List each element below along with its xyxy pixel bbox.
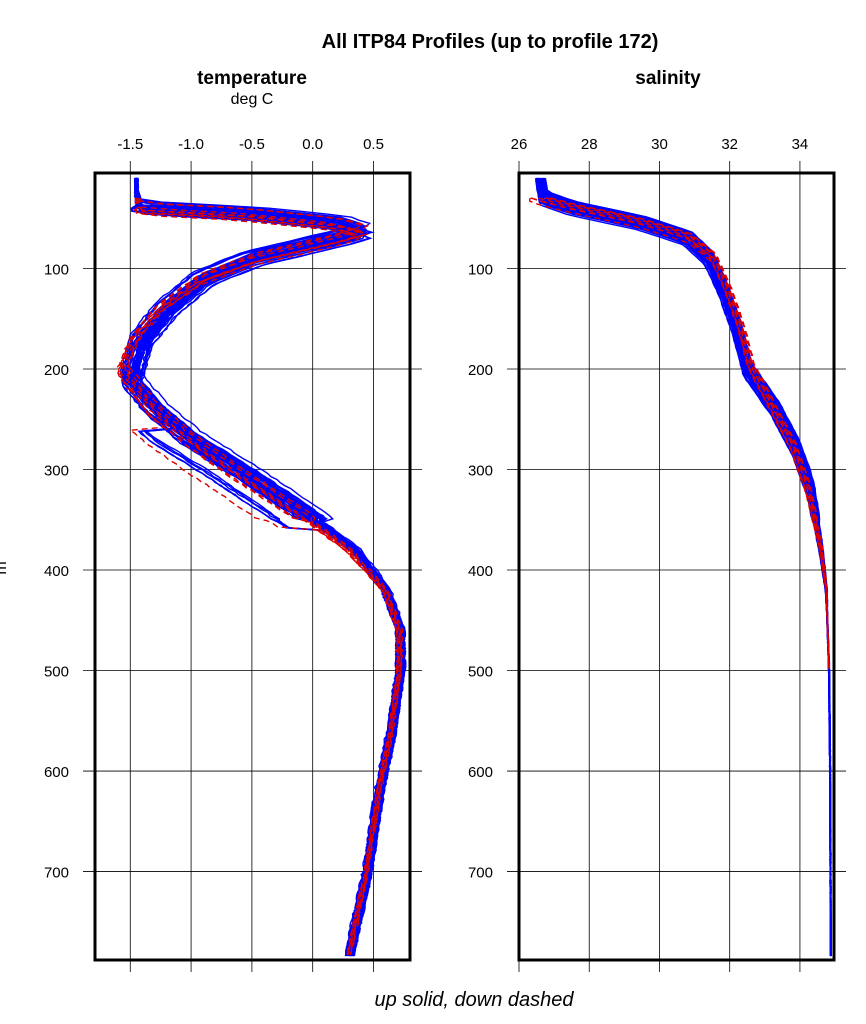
up-profile-line <box>538 177 832 957</box>
up-profile-line <box>538 177 832 957</box>
down-profile-line <box>545 197 831 669</box>
up-profile-line <box>544 177 832 957</box>
up-profile-line <box>542 178 833 957</box>
up-profile-line <box>541 177 832 957</box>
x-tick-label: 0.0 <box>302 136 323 153</box>
down-profile-line <box>531 197 831 669</box>
down-profile-line <box>528 198 830 669</box>
y-tick-label: 100 <box>44 261 69 278</box>
y-tick-label: 100 <box>468 261 493 278</box>
down-profile-line <box>550 197 830 669</box>
up-profile-line <box>540 177 832 957</box>
up-profile-line <box>542 177 832 957</box>
footer-note: up solid, down dashed <box>374 989 574 1011</box>
x-tick-label: 0.5 <box>363 136 384 153</box>
up-profile-line <box>536 177 832 957</box>
temperature-panel-title: temperature <box>197 68 307 89</box>
up-profile-line <box>537 177 832 957</box>
salinity-panel-title: salinity <box>635 68 701 89</box>
up-profile-line <box>542 177 832 957</box>
up-profile-line <box>541 177 832 957</box>
up-profile-line <box>542 177 832 957</box>
down-profile-line <box>120 198 401 956</box>
up-profile-line <box>119 177 398 957</box>
up-profile-line <box>541 178 832 957</box>
y-tick-label: 300 <box>468 463 493 480</box>
up-profile-line <box>537 177 832 957</box>
y-tick-label: 500 <box>44 664 69 681</box>
up-profile-line <box>536 177 832 956</box>
up-profile-line <box>538 177 832 957</box>
up-profile-line <box>119 177 399 957</box>
down-profile-line <box>126 197 403 956</box>
x-tick-label: -1.5 <box>117 136 143 153</box>
up-profile-line <box>539 177 832 957</box>
salinity-panel: 26 28 30 32 34 100 200 300 400 500 600 700 <box>468 136 846 972</box>
up-profile-line <box>536 177 832 957</box>
up-profile-line <box>536 177 832 957</box>
up-profile-line <box>538 177 832 957</box>
y-tick-label: 400 <box>44 563 69 580</box>
temperature-panel: -1.5 -1.0 -0.5 0.0 0.5 100 200 300 400 500 600 700 <box>44 136 422 972</box>
down-profile-line <box>117 197 400 956</box>
up-profile-line <box>543 177 833 957</box>
x-tick-label: 34 <box>792 136 809 153</box>
x-tick-label: 28 <box>581 136 598 153</box>
up-profile-line <box>544 177 833 957</box>
chart-title: All ITP84 Profiles (up to profile 172) <box>322 31 659 53</box>
down-profile-line <box>538 197 830 669</box>
up-profile-line <box>535 177 832 957</box>
y-tick-label: 200 <box>468 362 493 379</box>
y-tick-label: 700 <box>44 865 69 882</box>
y-tick-label: 200 <box>44 362 69 379</box>
up-profile-line <box>540 177 832 957</box>
y-tick-label: 700 <box>468 865 493 882</box>
y-tick-label: 600 <box>468 764 493 781</box>
x-tick-label: 30 <box>651 136 668 153</box>
up-profile-line <box>542 177 833 957</box>
up-profile-line <box>541 177 832 957</box>
depth-ylabel: m <box>0 561 10 574</box>
up-profile-line <box>121 177 399 957</box>
up-profile-line <box>542 177 832 957</box>
panel-frame <box>93 171 412 962</box>
x-tick-label: 32 <box>721 136 738 153</box>
up-profile-line <box>536 177 832 957</box>
up-profile-line <box>539 177 832 957</box>
up-profile-line <box>536 177 832 957</box>
temperature-xlabel: deg C <box>231 91 274 108</box>
up-profile-line <box>536 177 832 957</box>
up-profile-line <box>539 177 832 957</box>
y-tick-label: 500 <box>468 664 493 681</box>
up-profile-line <box>535 177 832 957</box>
y-tick-label: 600 <box>44 764 69 781</box>
up-profile-line <box>542 177 832 957</box>
up-profile-line <box>537 178 832 957</box>
up-profile-line <box>538 177 832 957</box>
up-profile-line <box>537 177 832 957</box>
x-tick-label: -1.0 <box>178 136 204 153</box>
up-profile-line <box>535 177 832 957</box>
y-tick-label: 400 <box>468 563 493 580</box>
up-profile-line <box>538 177 832 957</box>
up-profile-line <box>536 177 832 957</box>
down-profile-line <box>126 197 404 956</box>
up-profile-line <box>536 177 832 957</box>
up-profile-line <box>539 177 832 957</box>
up-profile-line <box>536 177 832 957</box>
y-tick-label: 300 <box>44 463 69 480</box>
x-tick-label: 26 <box>511 136 528 153</box>
up-profile-line <box>538 177 832 956</box>
up-profile-line <box>536 178 832 956</box>
x-tick-label: -0.5 <box>239 136 265 153</box>
panel-frame <box>517 171 836 962</box>
